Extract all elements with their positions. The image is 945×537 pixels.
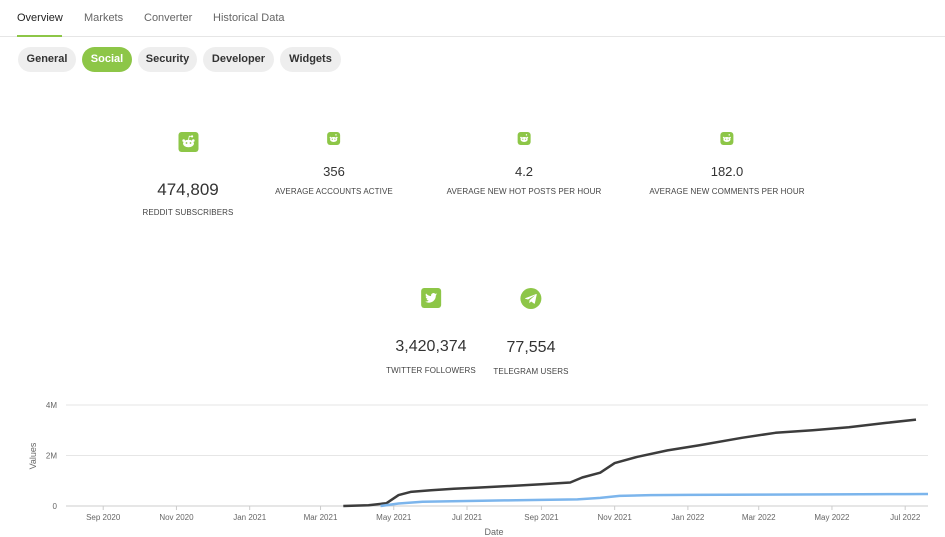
telegram-icon [520, 288, 542, 309]
chart-gridlines [66, 404, 928, 507]
x-tick-label: Mar 2021 [304, 513, 338, 522]
x-tick-label: Sep 2020 [86, 513, 121, 522]
twitter-followers-stat: 3,420,374 TWITTER FOLLOWERS [386, 288, 476, 375]
subtab-developer[interactable]: Developer [203, 47, 274, 72]
reddit-icon [177, 132, 198, 152]
reddit-subscribers-label: REDDIT SUBSCRIBERS [142, 208, 234, 217]
average-hot-posts-value: 4.2 [514, 164, 534, 179]
top-tab-bar: Overview Markets Converter Historical Da… [0, 0, 945, 37]
reddit-icon [720, 132, 734, 145]
reddit-subscribers-stat: 474,809 REDDIT SUBSCRIBERS [142, 132, 233, 217]
subtab-general[interactable]: General [18, 47, 76, 72]
telegram-users-label: TELEGRAM USERS [493, 367, 569, 376]
y-tick-label: 2M [46, 452, 57, 461]
average-accounts-active-label: AVERAGE ACCOUNTS ACTIVE [275, 187, 393, 196]
active-tab-indicator [17, 35, 62, 37]
reddit-subscribers-value: 474,809 [157, 180, 219, 199]
telegram-users-value: 77,554 [506, 339, 556, 356]
y-tick-label: 0 [53, 502, 58, 511]
subtab-security[interactable]: Security [138, 47, 197, 72]
x-tick-label: May 2022 [814, 513, 850, 522]
x-tick-label: Jan 2021 [233, 513, 266, 522]
tab-converter[interactable]: Converter [144, 12, 193, 24]
x-tick-label: May 2021 [376, 513, 412, 522]
telegram-users-stat: 77,554 TELEGRAM USERS [493, 288, 569, 376]
twitter-followers-label: TWITTER FOLLOWERS [386, 366, 476, 375]
average-hot-posts-label: AVERAGE NEW HOT POSTS PER HOUR [446, 187, 602, 196]
average-accounts-active-value: 356 [323, 164, 345, 179]
tab-historical-data[interactable]: Historical Data [213, 12, 285, 24]
y-tick-label: 4M [46, 401, 57, 410]
reddit-icon [327, 132, 341, 145]
x-tick-label: Nov 2020 [159, 513, 194, 522]
twitter-icon [420, 288, 441, 308]
twitter-followers-value: 3,420,374 [395, 338, 467, 355]
x-tick-label: Jan 2022 [671, 513, 704, 522]
x-tick-label: Mar 2022 [742, 513, 776, 522]
twitter-followers-line [343, 418, 917, 508]
telegram-users-line [380, 492, 929, 508]
x-axis-ticks: Sep 2020 Nov 2020 Jan 2021 Mar 2021 May 2021… [86, 506, 921, 522]
reddit-icon [517, 132, 531, 145]
average-accounts-active-stat: 356 AVERAGE ACCOUNTS ACTIVE [275, 132, 393, 196]
y-axis-label: Values [28, 442, 38, 469]
x-tick-label: Jul 2022 [890, 513, 921, 522]
tab-overview[interactable]: Overview [17, 12, 63, 24]
y-axis-ticks: 0 2M 4M [46, 401, 58, 511]
chart-series [343, 418, 929, 508]
x-tick-label: Jul 2021 [452, 513, 483, 522]
tab-markets[interactable]: Markets [84, 12, 124, 24]
x-tick-label: Nov 2021 [598, 513, 633, 522]
average-comments-stat: 182.0 AVERAGE NEW COMMENTS PER HOUR [649, 132, 805, 196]
average-comments-label: AVERAGE NEW COMMENTS PER HOUR [649, 187, 805, 196]
average-hot-posts-stat: 4.2 AVERAGE NEW HOT POSTS PER HOUR [447, 132, 602, 196]
x-axis-label: Date [484, 527, 503, 537]
average-comments-value: 182.0 [710, 164, 744, 179]
social-growth-chart: 0 2M 4M Sep 2020 Nov 2020 Jan 2021 Mar 2021 Ma… [28, 401, 929, 537]
x-tick-label: Sep 2021 [524, 513, 559, 522]
subtab-widgets[interactable]: Widgets [280, 47, 341, 72]
subtab-social[interactable]: Social [82, 47, 132, 72]
